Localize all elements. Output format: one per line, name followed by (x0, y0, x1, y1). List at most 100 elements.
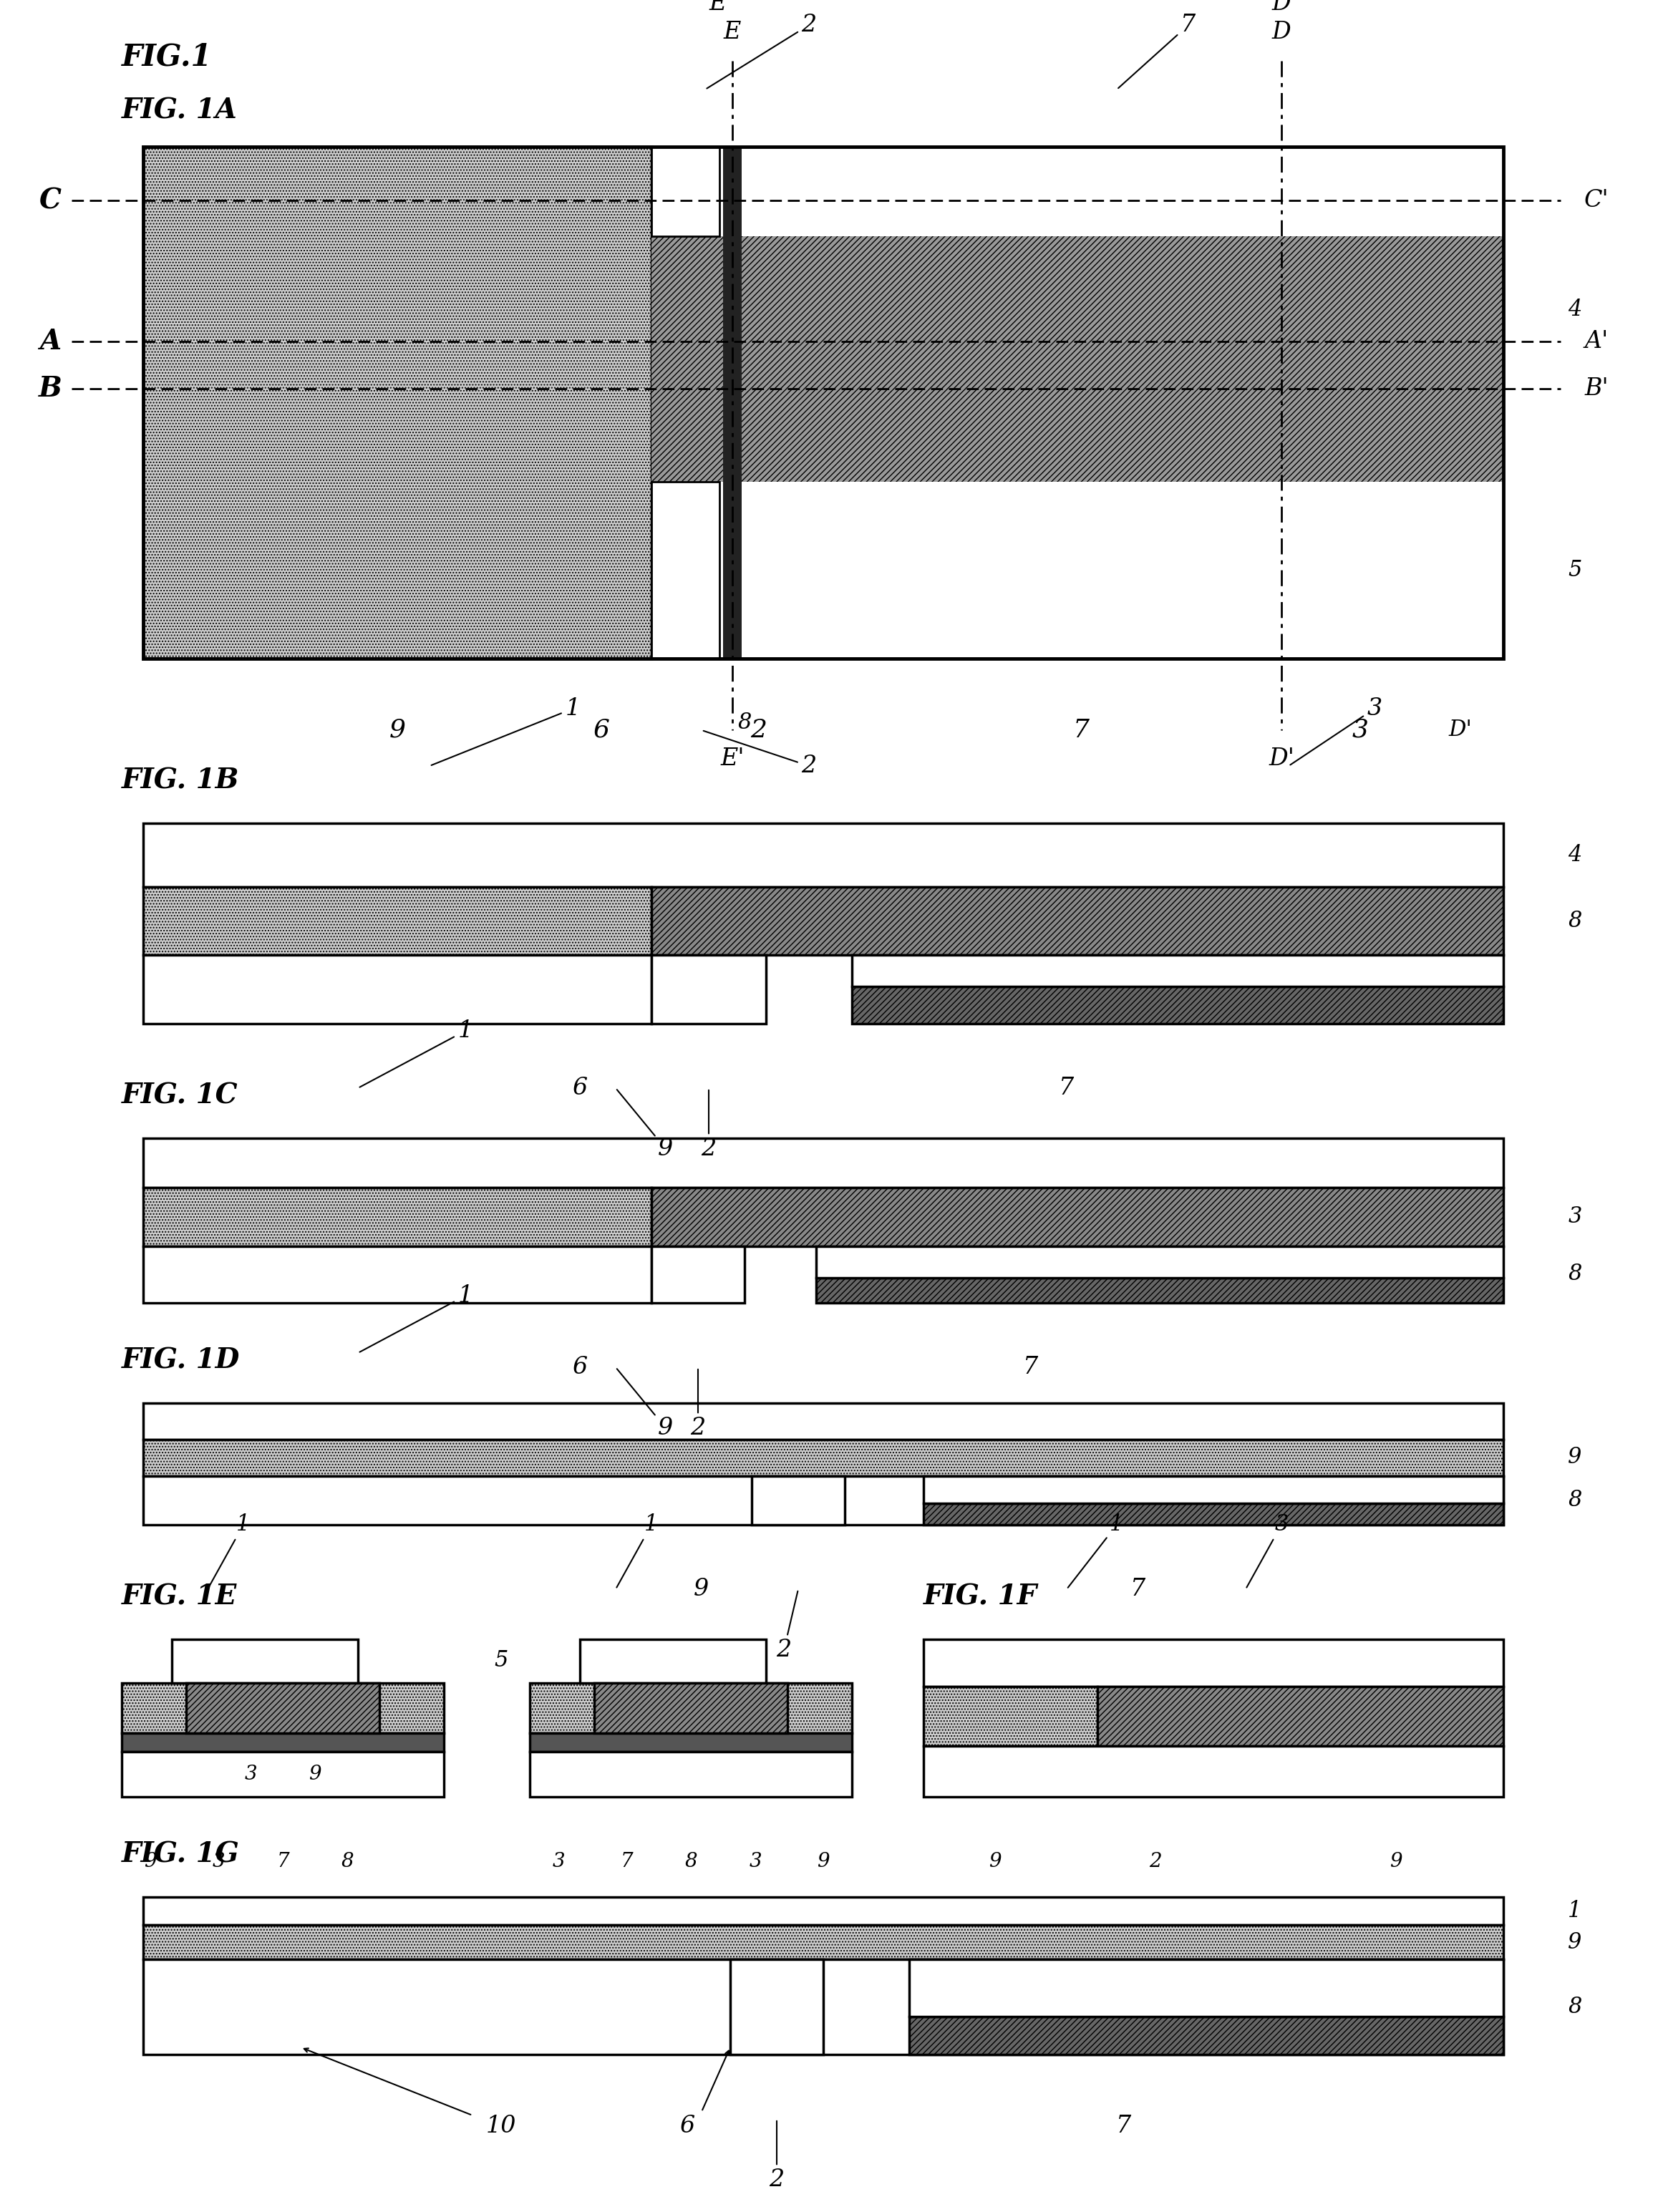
Text: 9: 9 (1568, 1447, 1582, 1469)
Text: 4: 4 (1568, 845, 1582, 867)
Bar (924, 1639, 1504, 1686)
Text: 2: 2 (703, 730, 816, 776)
Text: 6: 6 (680, 2115, 695, 2137)
Text: 7: 7 (1073, 719, 1089, 743)
Bar (143, 1960, 1504, 2055)
Text: 2: 2 (751, 719, 768, 743)
Text: 9: 9 (1568, 1931, 1582, 1953)
Bar (143, 146, 1504, 659)
Text: E: E (723, 20, 741, 44)
Text: 8: 8 (1568, 1489, 1582, 1511)
Text: 2: 2 (690, 1369, 706, 1440)
Text: 8: 8 (342, 1851, 353, 1871)
Bar (652, 482, 720, 659)
Bar (531, 1683, 852, 1732)
Text: B': B' (1585, 376, 1608, 400)
Text: B: B (38, 374, 61, 403)
Text: 8: 8 (1568, 1263, 1582, 1285)
Text: 3: 3 (212, 1851, 224, 1871)
Bar (924, 1745, 1504, 1796)
Text: 10: 10 (486, 2115, 516, 2137)
Bar (531, 1732, 852, 1752)
Text: 8: 8 (1568, 1995, 1582, 2017)
Text: 9: 9 (617, 1369, 673, 1440)
Text: 8: 8 (1568, 909, 1582, 931)
Text: 7: 7 (1023, 1356, 1038, 1378)
Text: 3: 3 (1351, 719, 1368, 743)
Text: 9: 9 (988, 1851, 1001, 1871)
Bar (121, 1732, 444, 1752)
Bar (143, 146, 652, 659)
Bar (143, 1402, 1504, 1440)
Text: 9: 9 (308, 1765, 322, 1783)
Bar (816, 1245, 1504, 1279)
Bar (186, 1683, 380, 1732)
Text: 9: 9 (144, 1851, 156, 1871)
Text: 9: 9 (817, 1851, 829, 1871)
Bar (580, 1639, 766, 1683)
Bar (924, 1475, 1504, 1504)
Text: 8: 8 (685, 1851, 696, 1871)
Text: 1: 1 (431, 697, 580, 765)
Bar (816, 1279, 1504, 1303)
Bar (531, 1752, 852, 1796)
Text: 7: 7 (1116, 2115, 1131, 2137)
Text: D: D (1272, 20, 1292, 44)
Bar (121, 1752, 444, 1796)
Bar (143, 1139, 1504, 1188)
Bar (924, 1504, 1504, 1524)
Text: 6: 6 (572, 1356, 587, 1378)
Text: 1: 1 (360, 1285, 473, 1352)
Text: FIG. 1B: FIG. 1B (121, 768, 239, 794)
Text: 1: 1 (209, 1513, 250, 1588)
Text: 3: 3 (244, 1765, 257, 1783)
Bar (730, 1960, 824, 2055)
Text: 1: 1 (1068, 1513, 1124, 1588)
Text: 9: 9 (390, 719, 406, 743)
Text: 7: 7 (620, 1851, 633, 1871)
Bar (143, 1475, 1504, 1524)
Bar (143, 1188, 652, 1245)
Text: 6: 6 (572, 1077, 587, 1099)
Bar (652, 146, 1504, 237)
Text: 1: 1 (617, 1513, 658, 1588)
Text: 7: 7 (277, 1851, 288, 1871)
Bar (1098, 1686, 1504, 1745)
Text: 2: 2 (776, 1590, 797, 1661)
Bar (652, 1188, 1504, 1245)
Bar (143, 887, 652, 956)
Text: 1: 1 (360, 1020, 473, 1086)
Text: C: C (40, 186, 61, 215)
Text: C': C' (1583, 188, 1608, 212)
Text: 3: 3 (1290, 697, 1383, 765)
Text: 2: 2 (706, 13, 816, 88)
Text: D': D' (1449, 719, 1472, 741)
Bar (143, 1245, 652, 1303)
Text: 2: 2 (769, 2121, 784, 2192)
Bar (723, 146, 741, 659)
Bar (909, 1960, 1504, 2017)
Bar (143, 1898, 1504, 1924)
Text: E': E' (720, 748, 744, 770)
Text: FIG. 1E: FIG. 1E (121, 1584, 237, 1610)
Bar (924, 1686, 1098, 1745)
Bar (652, 956, 766, 1024)
Text: 2: 2 (1149, 1851, 1162, 1871)
Bar (652, 482, 1504, 659)
Text: 6: 6 (594, 719, 610, 743)
Text: FIG. 1A: FIG. 1A (121, 97, 237, 124)
Bar (172, 1639, 358, 1683)
Text: 9: 9 (695, 1577, 710, 1601)
Text: 3: 3 (552, 1851, 565, 1871)
Text: 4: 4 (1568, 299, 1582, 321)
Bar (594, 1683, 788, 1732)
Text: D': D' (1268, 748, 1295, 770)
Text: 5: 5 (1568, 560, 1582, 582)
Text: FIG. 1C: FIG. 1C (121, 1082, 239, 1108)
Text: 3: 3 (1247, 1513, 1288, 1588)
Text: D: D (1272, 0, 1292, 15)
Text: 7: 7 (1117, 13, 1195, 88)
Text: 3: 3 (749, 1851, 761, 1871)
Text: FIG. 1G: FIG. 1G (121, 1840, 240, 1867)
Text: 3: 3 (1568, 1206, 1582, 1228)
